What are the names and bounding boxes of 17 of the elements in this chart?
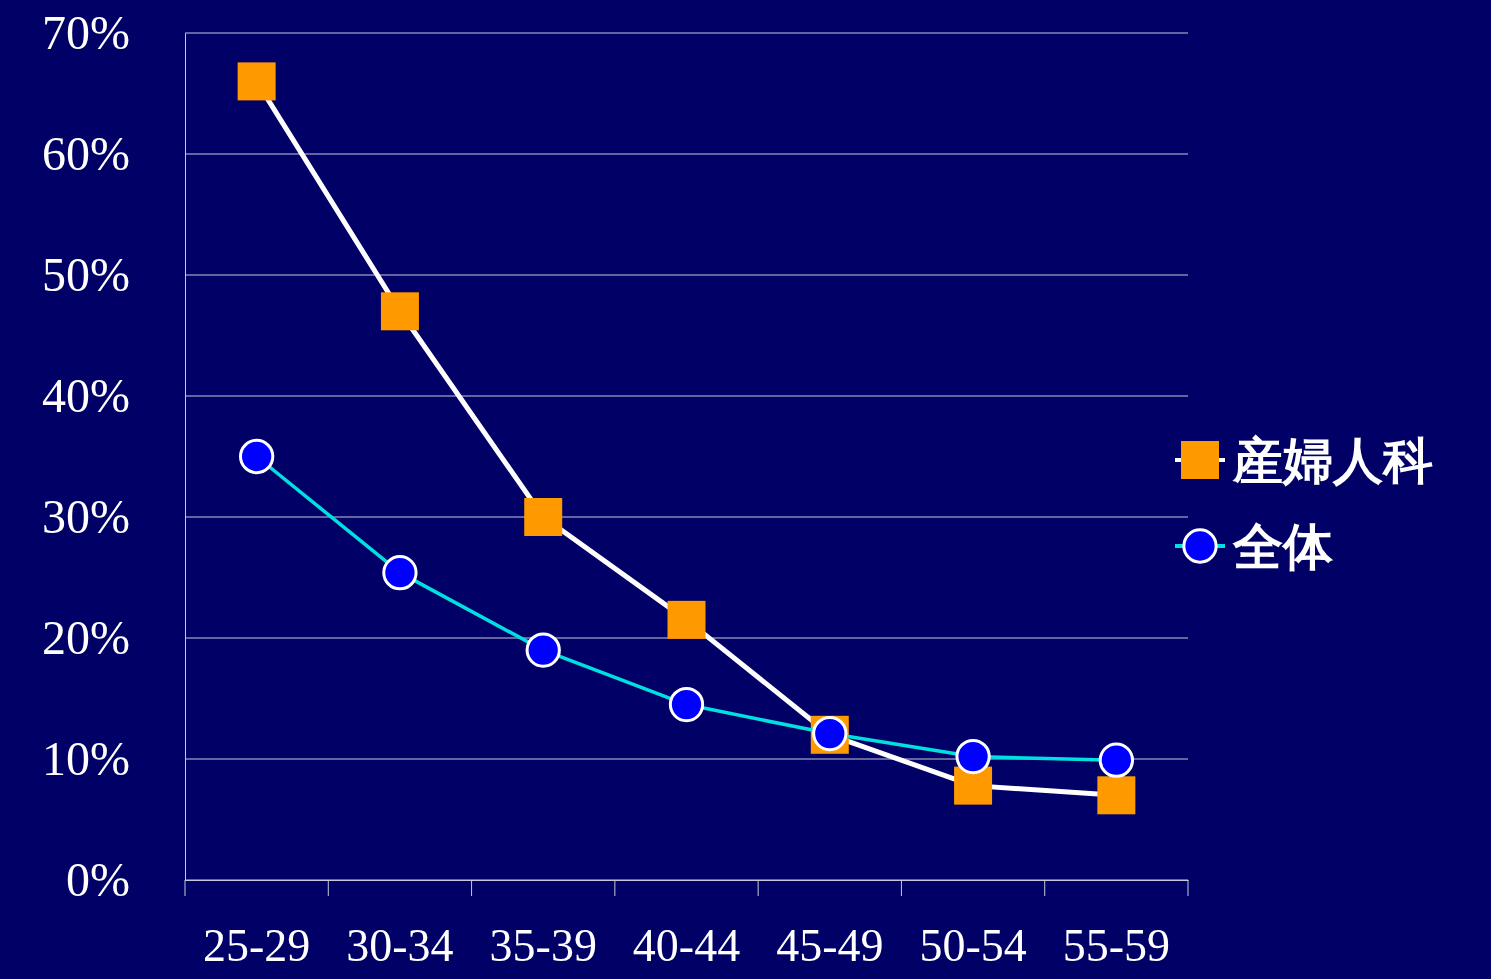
y-tick-label: 20% <box>42 610 130 664</box>
legend-label: 産婦人科 <box>1232 432 1433 490</box>
y-tick-label: 0% <box>66 852 130 906</box>
y-tick-label: 10% <box>42 731 130 785</box>
x-tick-label: 40-44 <box>632 919 741 971</box>
legend-label: 全体 <box>1232 518 1334 576</box>
x-tick-label: 35-39 <box>489 919 597 971</box>
x-tick-label: 55-59 <box>1062 919 1171 971</box>
y-tick-label: 60% <box>42 126 130 180</box>
y-tick-label: 40% <box>42 368 130 422</box>
x-tick-label: 50-54 <box>919 919 1027 971</box>
x-tick-label: 30-34 <box>346 919 454 971</box>
x-tick-label: 25-29 <box>202 919 311 971</box>
y-tick-label: 50% <box>42 247 130 301</box>
y-tick-label: 70% <box>42 5 130 59</box>
x-tick-label: 45-49 <box>776 919 884 971</box>
y-tick-label: 30% <box>42 489 130 543</box>
